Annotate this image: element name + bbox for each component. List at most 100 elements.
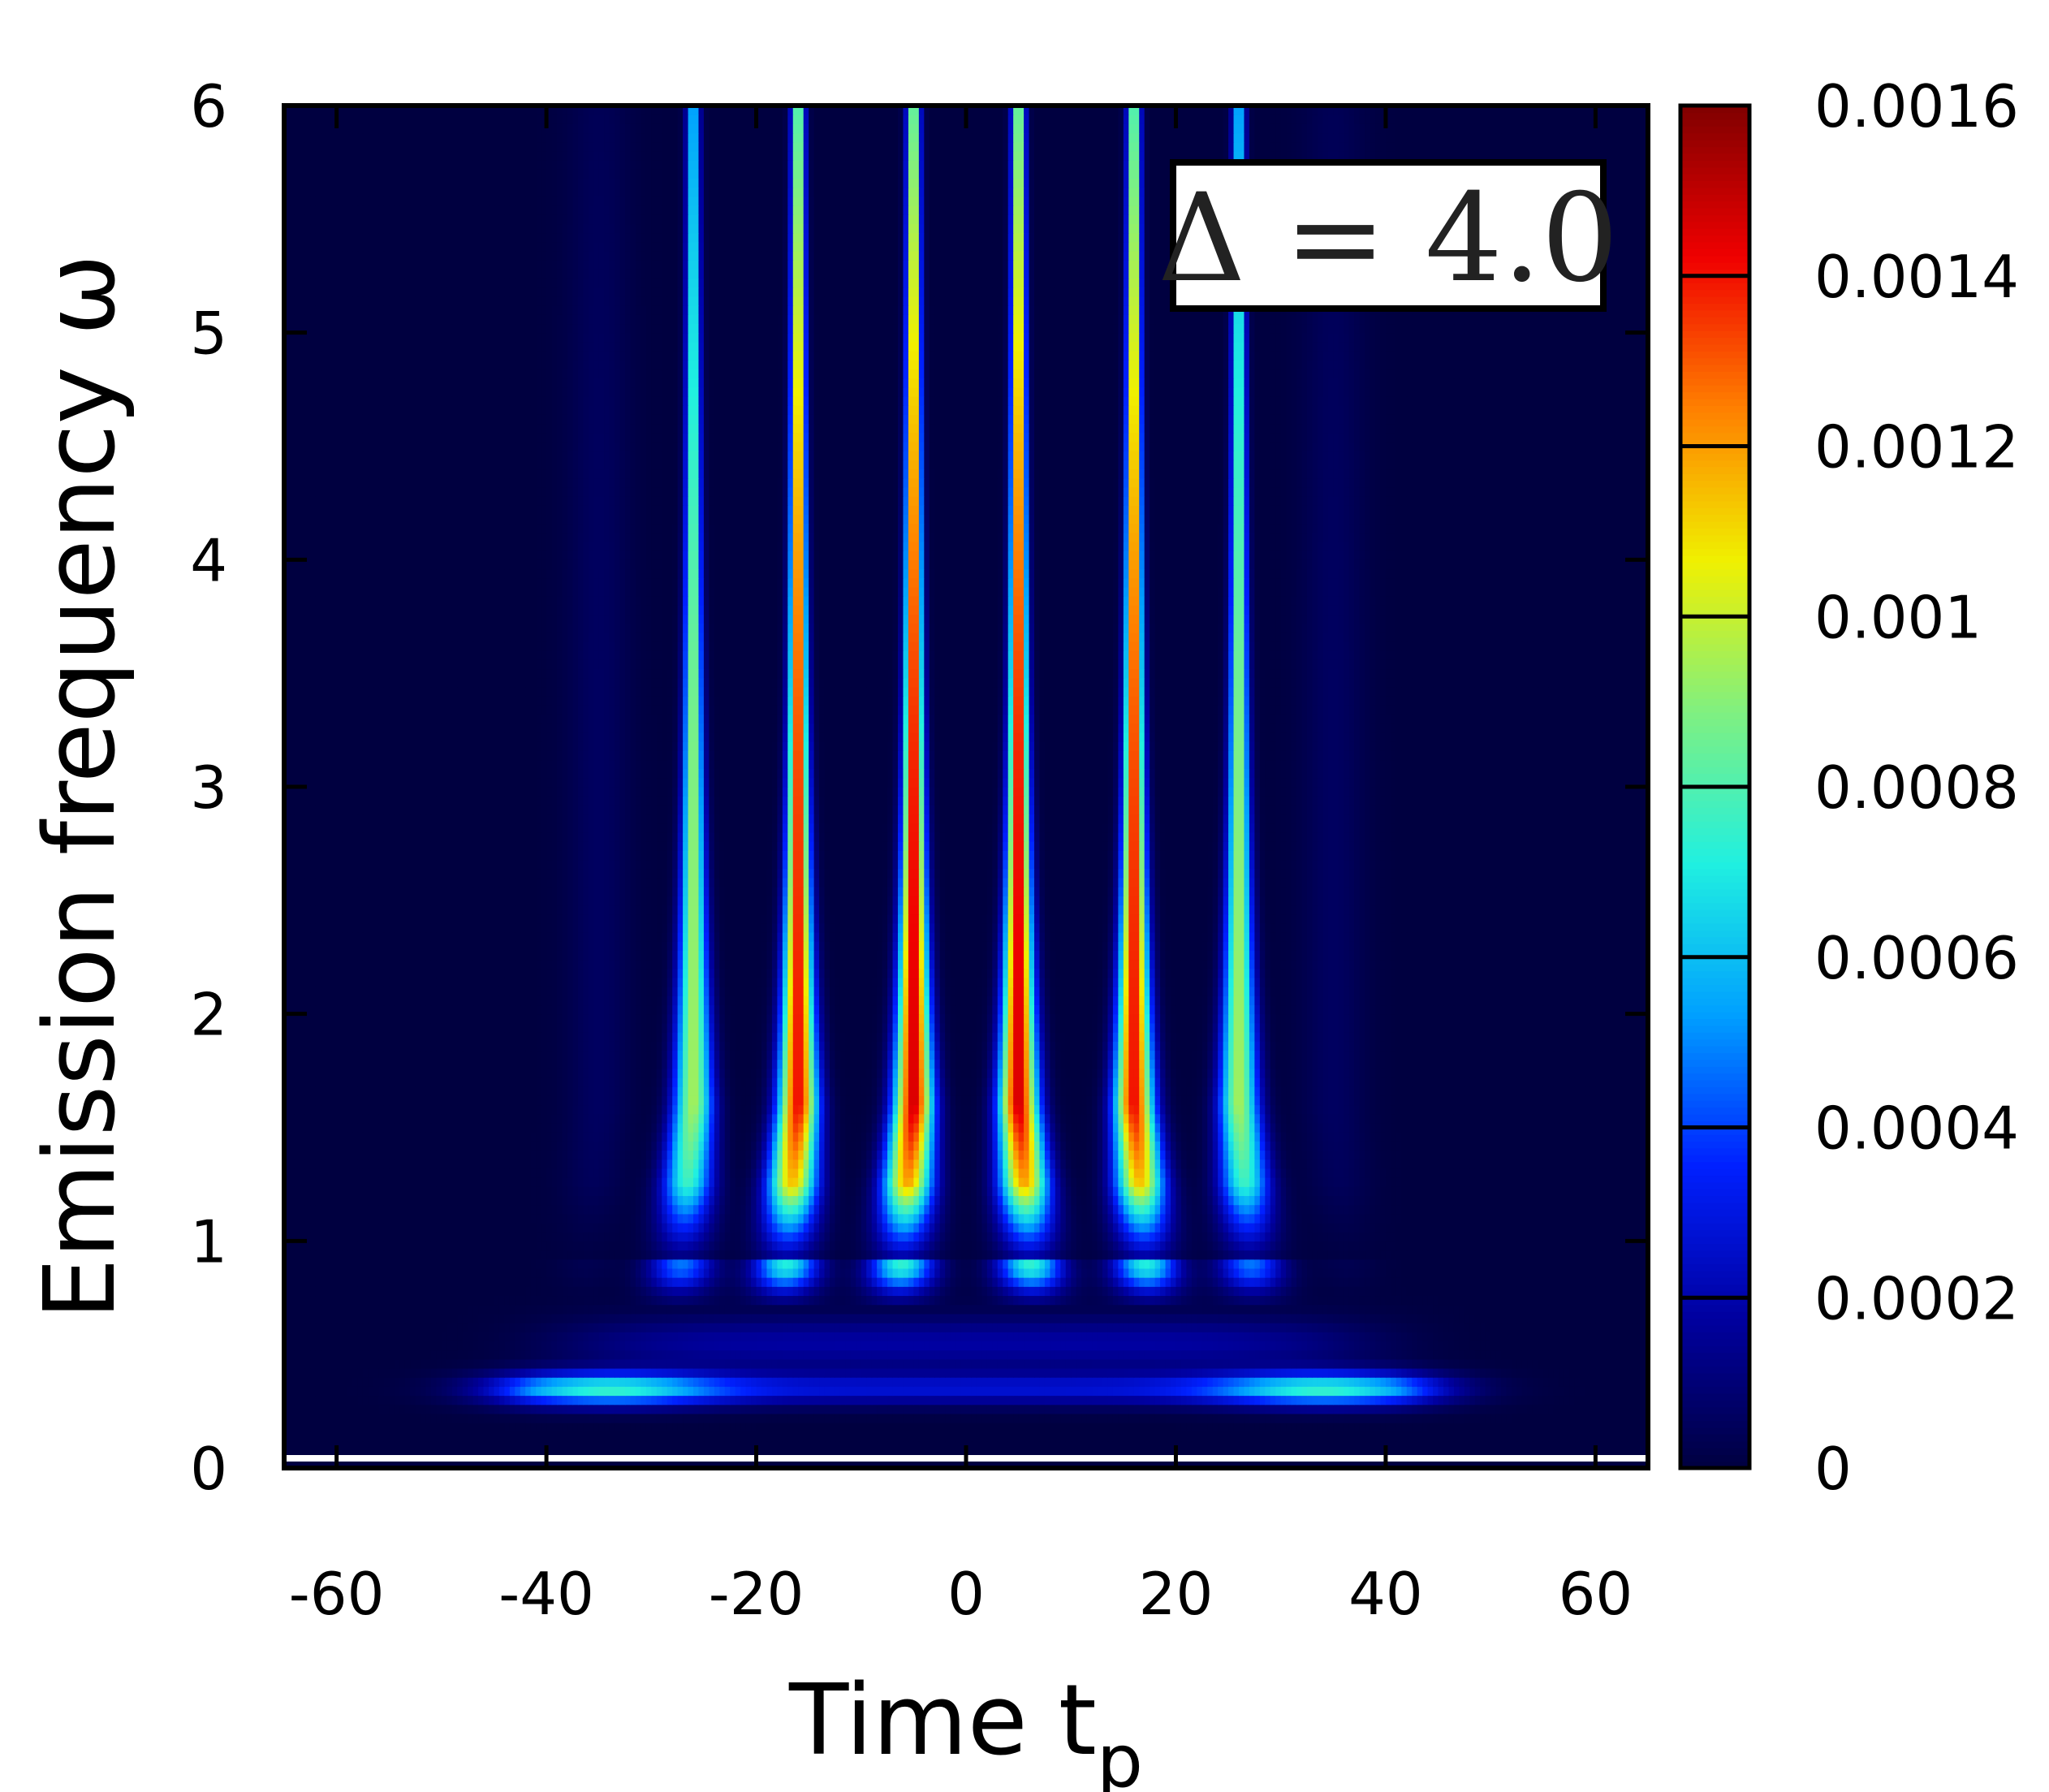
colorbar-segment: [1680, 807, 1749, 815]
colorbar-segment: [1680, 1420, 1749, 1428]
colorbar-segment: [1680, 1175, 1749, 1183]
colorbar-segment: [1680, 500, 1749, 508]
colorbar-segment: [1680, 1018, 1749, 1026]
colorbar-segment: [1680, 166, 1749, 175]
colorbar-segment: [1680, 351, 1749, 359]
colorbar-segment: [1680, 984, 1749, 992]
colorbar-segment: [1680, 357, 1749, 365]
colorbar-segment: [1680, 473, 1749, 481]
colorbar-segment: [1680, 922, 1749, 931]
colorbar-segment: [1680, 697, 1749, 706]
colorbar-segment: [1680, 1434, 1749, 1442]
colorbar-segment: [1680, 1045, 1749, 1054]
colorbar-segment: [1680, 875, 1749, 883]
colorbar-segment: [1680, 139, 1749, 148]
colorbar-segment: [1680, 418, 1749, 427]
colorbar-segment: [1680, 800, 1749, 808]
x-tick-label: -40: [498, 1560, 594, 1628]
colorbar-segment: [1680, 1277, 1749, 1285]
colorbar-segment: [1680, 739, 1749, 747]
colorbar-segment: [1680, 330, 1749, 339]
colorbar-segment: [1680, 1052, 1749, 1060]
colorbar-segment: [1680, 643, 1749, 651]
colorbar-segment: [1680, 787, 1749, 795]
colorbar-segment: [1680, 1209, 1749, 1217]
colorbar-segment: [1680, 684, 1749, 693]
colorbar-segment: [1680, 187, 1749, 195]
colorbar-segment: [1680, 1338, 1749, 1346]
colorbar-segment: [1680, 534, 1749, 542]
colorbar-segment: [1680, 494, 1749, 502]
colorbar-segment: [1680, 1263, 1749, 1272]
colorbar-segment: [1680, 1059, 1749, 1067]
colorbar-segment: [1680, 671, 1749, 679]
colorbar-segment: [1680, 112, 1749, 120]
colorbar-segment: [1680, 1352, 1749, 1360]
colorbar-segment: [1680, 1079, 1749, 1087]
colorbar-segment: [1680, 106, 1749, 114]
colorbar-segment: [1680, 221, 1749, 229]
colorbar-segment: [1680, 296, 1749, 304]
colorbar-segment: [1680, 1155, 1749, 1163]
colorbar-segment: [1680, 507, 1749, 516]
colorbar-segment: [1680, 861, 1749, 870]
colorbar-segment: [1680, 773, 1749, 781]
colorbar-segment: [1680, 1372, 1749, 1380]
colorbar-tick-label: 0.001: [1814, 583, 1982, 651]
colorbar-segment: [1680, 691, 1749, 699]
colorbar-segment: [1680, 1440, 1749, 1449]
colorbar-segment: [1680, 834, 1749, 842]
colorbar-segment: [1680, 180, 1749, 188]
colorbar-segment: [1680, 1141, 1749, 1149]
colorbar-segment: [1680, 460, 1749, 468]
colorbar-segment: [1680, 317, 1749, 325]
colorbar-segment: [1680, 1311, 1749, 1319]
colorbar-segment: [1680, 1147, 1749, 1155]
x-tick-label: 20: [1139, 1560, 1214, 1628]
colorbar-segment: [1680, 1229, 1749, 1237]
colorbar-segment: [1680, 378, 1749, 386]
colorbar-tick-label: 0.0014: [1814, 243, 2019, 311]
colorbar-segment: [1680, 132, 1749, 140]
colorbar-segment: [1680, 391, 1749, 399]
colorbar-segment: [1680, 119, 1749, 127]
colorbar-segment: [1680, 888, 1749, 897]
colorbar-segment: [1680, 964, 1749, 972]
colorbar-segment: [1680, 753, 1749, 761]
colorbar-segment: [1680, 827, 1749, 836]
colorbar-segment: [1680, 173, 1749, 182]
colorbar-segment: [1680, 283, 1749, 291]
colorbar-segment: [1680, 452, 1749, 461]
colorbar-segment: [1680, 848, 1749, 856]
colorbar-segment: [1680, 575, 1749, 584]
colorbar-segment: [1680, 943, 1749, 952]
annotation-frame: [1170, 159, 1607, 312]
colorbar-tick-label: 0.0006: [1814, 924, 2019, 992]
colorbar-segment: [1680, 1454, 1749, 1462]
colorbar-segment: [1680, 1298, 1749, 1306]
colorbar-segment: [1680, 568, 1749, 576]
colorbar-segment: [1680, 998, 1749, 1006]
colorbar-segment: [1680, 371, 1749, 379]
colorbar-segment: [1680, 1461, 1749, 1469]
colorbar-segment: [1680, 514, 1749, 522]
colorbar-tick-label: 0.0016: [1814, 72, 2019, 140]
y-tick-label: 1: [190, 1207, 227, 1276]
colorbar-segment: [1680, 732, 1749, 741]
colorbar-segment: [1680, 956, 1749, 965]
colorbar-segment: [1680, 589, 1749, 597]
colorbar-segment: [1680, 1427, 1749, 1435]
colorbar-segment: [1680, 480, 1749, 488]
colorbar-segment: [1680, 1413, 1749, 1422]
colorbar-segment: [1680, 1243, 1749, 1251]
colorbar-segment: [1680, 745, 1749, 754]
colorbar-segment: [1680, 650, 1749, 659]
x-tick-label: 60: [1559, 1560, 1633, 1628]
colorbar-segment: [1680, 902, 1749, 910]
colorbar-segment: [1680, 214, 1749, 222]
colorbar-segment: [1680, 261, 1749, 270]
colorbar-segment: [1680, 248, 1749, 257]
colorbar-segment: [1680, 623, 1749, 631]
colorbar-segment: [1680, 432, 1749, 440]
colorbar-segment: [1680, 194, 1749, 202]
